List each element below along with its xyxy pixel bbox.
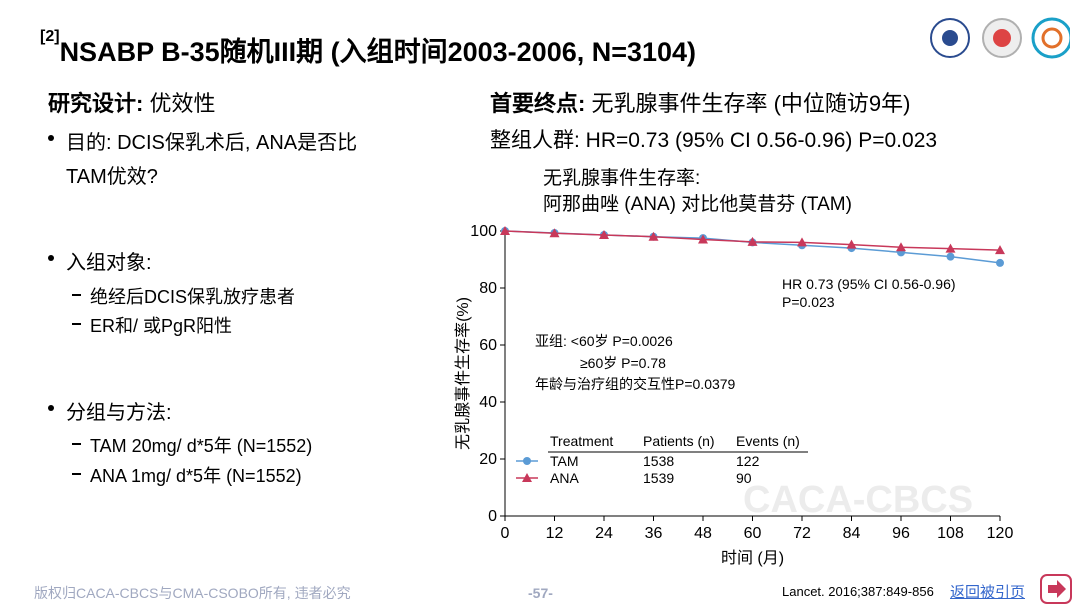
marker xyxy=(996,258,1004,267)
legend-header: Treatment xyxy=(550,433,613,449)
marker xyxy=(896,242,906,252)
marker xyxy=(698,234,708,244)
bullet-text: 分组与方法: xyxy=(66,402,172,424)
back-button[interactable] xyxy=(1040,574,1072,604)
endpoint-text: 无乳腺事件生存率 (中位随访9年) xyxy=(591,91,911,116)
legend-marker xyxy=(523,457,531,465)
heading-label: 研究设计: xyxy=(48,91,144,116)
annotation: ≥60岁 P=0.78 xyxy=(580,355,666,371)
sub-bullet xyxy=(72,323,81,325)
sub-text: ANA 1mg/ d*5年 (N=1552) xyxy=(90,466,302,486)
back-link[interactable]: 返回被引页 xyxy=(950,584,1026,601)
title-text: NSABP B-35随机III期 (入组时间2003-2006, N=3104) xyxy=(59,37,697,67)
overall-result: 整组人群: HR=0.73 (95% CI 0.56-0.96) P=0.023 xyxy=(490,129,938,152)
x-tick-label: 120 xyxy=(987,525,1014,542)
sub-bullet xyxy=(72,443,81,445)
logos xyxy=(930,16,1073,66)
marker xyxy=(747,236,758,246)
chart-title: 阿那曲唑 (ANA) 对比他莫昔芬 (TAM) xyxy=(543,193,852,215)
y-tick-label: 60 xyxy=(479,337,497,354)
x-tick-label: 0 xyxy=(501,525,510,542)
bullet xyxy=(48,135,54,141)
logo-icons xyxy=(930,17,1073,59)
design-heading: 研究设计: 优效性 xyxy=(48,86,215,118)
y-tick-label: 20 xyxy=(479,451,497,468)
x-tick-label: 24 xyxy=(595,525,613,542)
legend-events: 122 xyxy=(736,453,760,469)
reference: Lancet. 2016;387:849-856 xyxy=(782,584,934,599)
series-line xyxy=(504,230,1001,264)
marker xyxy=(995,245,1005,255)
x-tick-label: 108 xyxy=(937,525,964,542)
marker xyxy=(500,226,510,235)
x-axis-label: 时间 (月) xyxy=(721,549,784,567)
annotation: P=0.023 xyxy=(782,294,835,310)
y-tick-label: 0 xyxy=(488,508,497,525)
x-tick-label: 36 xyxy=(645,525,663,542)
legend-header: Patients (n) xyxy=(643,433,715,449)
y-tick-label: 100 xyxy=(470,223,497,240)
x-tick-label: 48 xyxy=(694,525,712,542)
x-tick-label: 72 xyxy=(793,525,811,542)
legend-header: Events (n) xyxy=(736,433,800,449)
marker xyxy=(549,228,560,238)
copyright: 版权归CACA-CBCS与CMA-CSOBO所有, 违者必究 xyxy=(34,585,351,601)
bullet-text: 入组对象: xyxy=(66,252,152,274)
marker xyxy=(945,243,956,253)
heading-text: 优效性 xyxy=(149,91,216,116)
endpoint-label: 首要终点: xyxy=(490,91,586,116)
sub-text: ER和/ 或PgR阳性 xyxy=(90,316,233,336)
marker xyxy=(797,237,807,247)
legend-marker xyxy=(522,473,532,482)
legend-patients: 1538 xyxy=(643,453,674,469)
annotation: HR 0.73 (95% CI 0.56-0.96) xyxy=(782,276,956,292)
y-axis-label: 无乳腺事件生存率(%) xyxy=(454,297,472,450)
legend-events: 90 xyxy=(736,470,752,486)
y-tick-label: 80 xyxy=(479,280,497,297)
chart: CACA-CBCS 无乳腺事件生存率: 阿那曲唑 (ANA) 对比他莫昔芬 (TAM… xyxy=(454,167,1014,567)
marker xyxy=(648,231,659,241)
annotation: 年龄与治疗组的交互性P=0.0379 xyxy=(535,376,736,392)
y-tick-label: 40 xyxy=(479,394,497,411)
sub-bullet xyxy=(72,294,81,296)
bullet-text: 目的: DCIS保乳术后, ANA是否比 xyxy=(66,132,358,154)
marker xyxy=(946,252,955,261)
x-tick-label: 60 xyxy=(744,525,762,542)
page-number: -57- xyxy=(528,585,553,601)
bullet xyxy=(48,405,54,411)
bullet xyxy=(48,255,54,261)
marker xyxy=(599,229,609,239)
legend-patients: 1539 xyxy=(643,470,674,486)
endpoint-heading: 首要终点: 无乳腺事件生存率 (中位随访9年) xyxy=(490,86,910,118)
title-superscript: [2] xyxy=(40,28,60,45)
x-tick-label: 12 xyxy=(546,525,564,542)
watermark: CACA-CBCS xyxy=(743,479,973,521)
slide-title: [2]NSABP B-35随机III期 (入组时间2003-2006, N=31… xyxy=(40,28,697,69)
x-tick-label: 96 xyxy=(892,525,910,542)
sub-text: 绝经后DCIS保乳放疗患者 xyxy=(90,287,296,307)
x-tick-label: 84 xyxy=(843,525,861,542)
bullet-text: TAM优效? xyxy=(66,166,158,188)
chart-title: 无乳腺事件生存率: xyxy=(543,167,700,189)
legend-label: ANA xyxy=(550,470,579,486)
annotation: 亚组: <60岁 P=0.0026 xyxy=(535,333,673,349)
marker xyxy=(846,239,857,249)
legend-label: TAM xyxy=(550,453,579,469)
sub-text: TAM 20mg/ d*5年 (N=1552) xyxy=(90,436,313,456)
sub-bullet xyxy=(72,473,81,475)
